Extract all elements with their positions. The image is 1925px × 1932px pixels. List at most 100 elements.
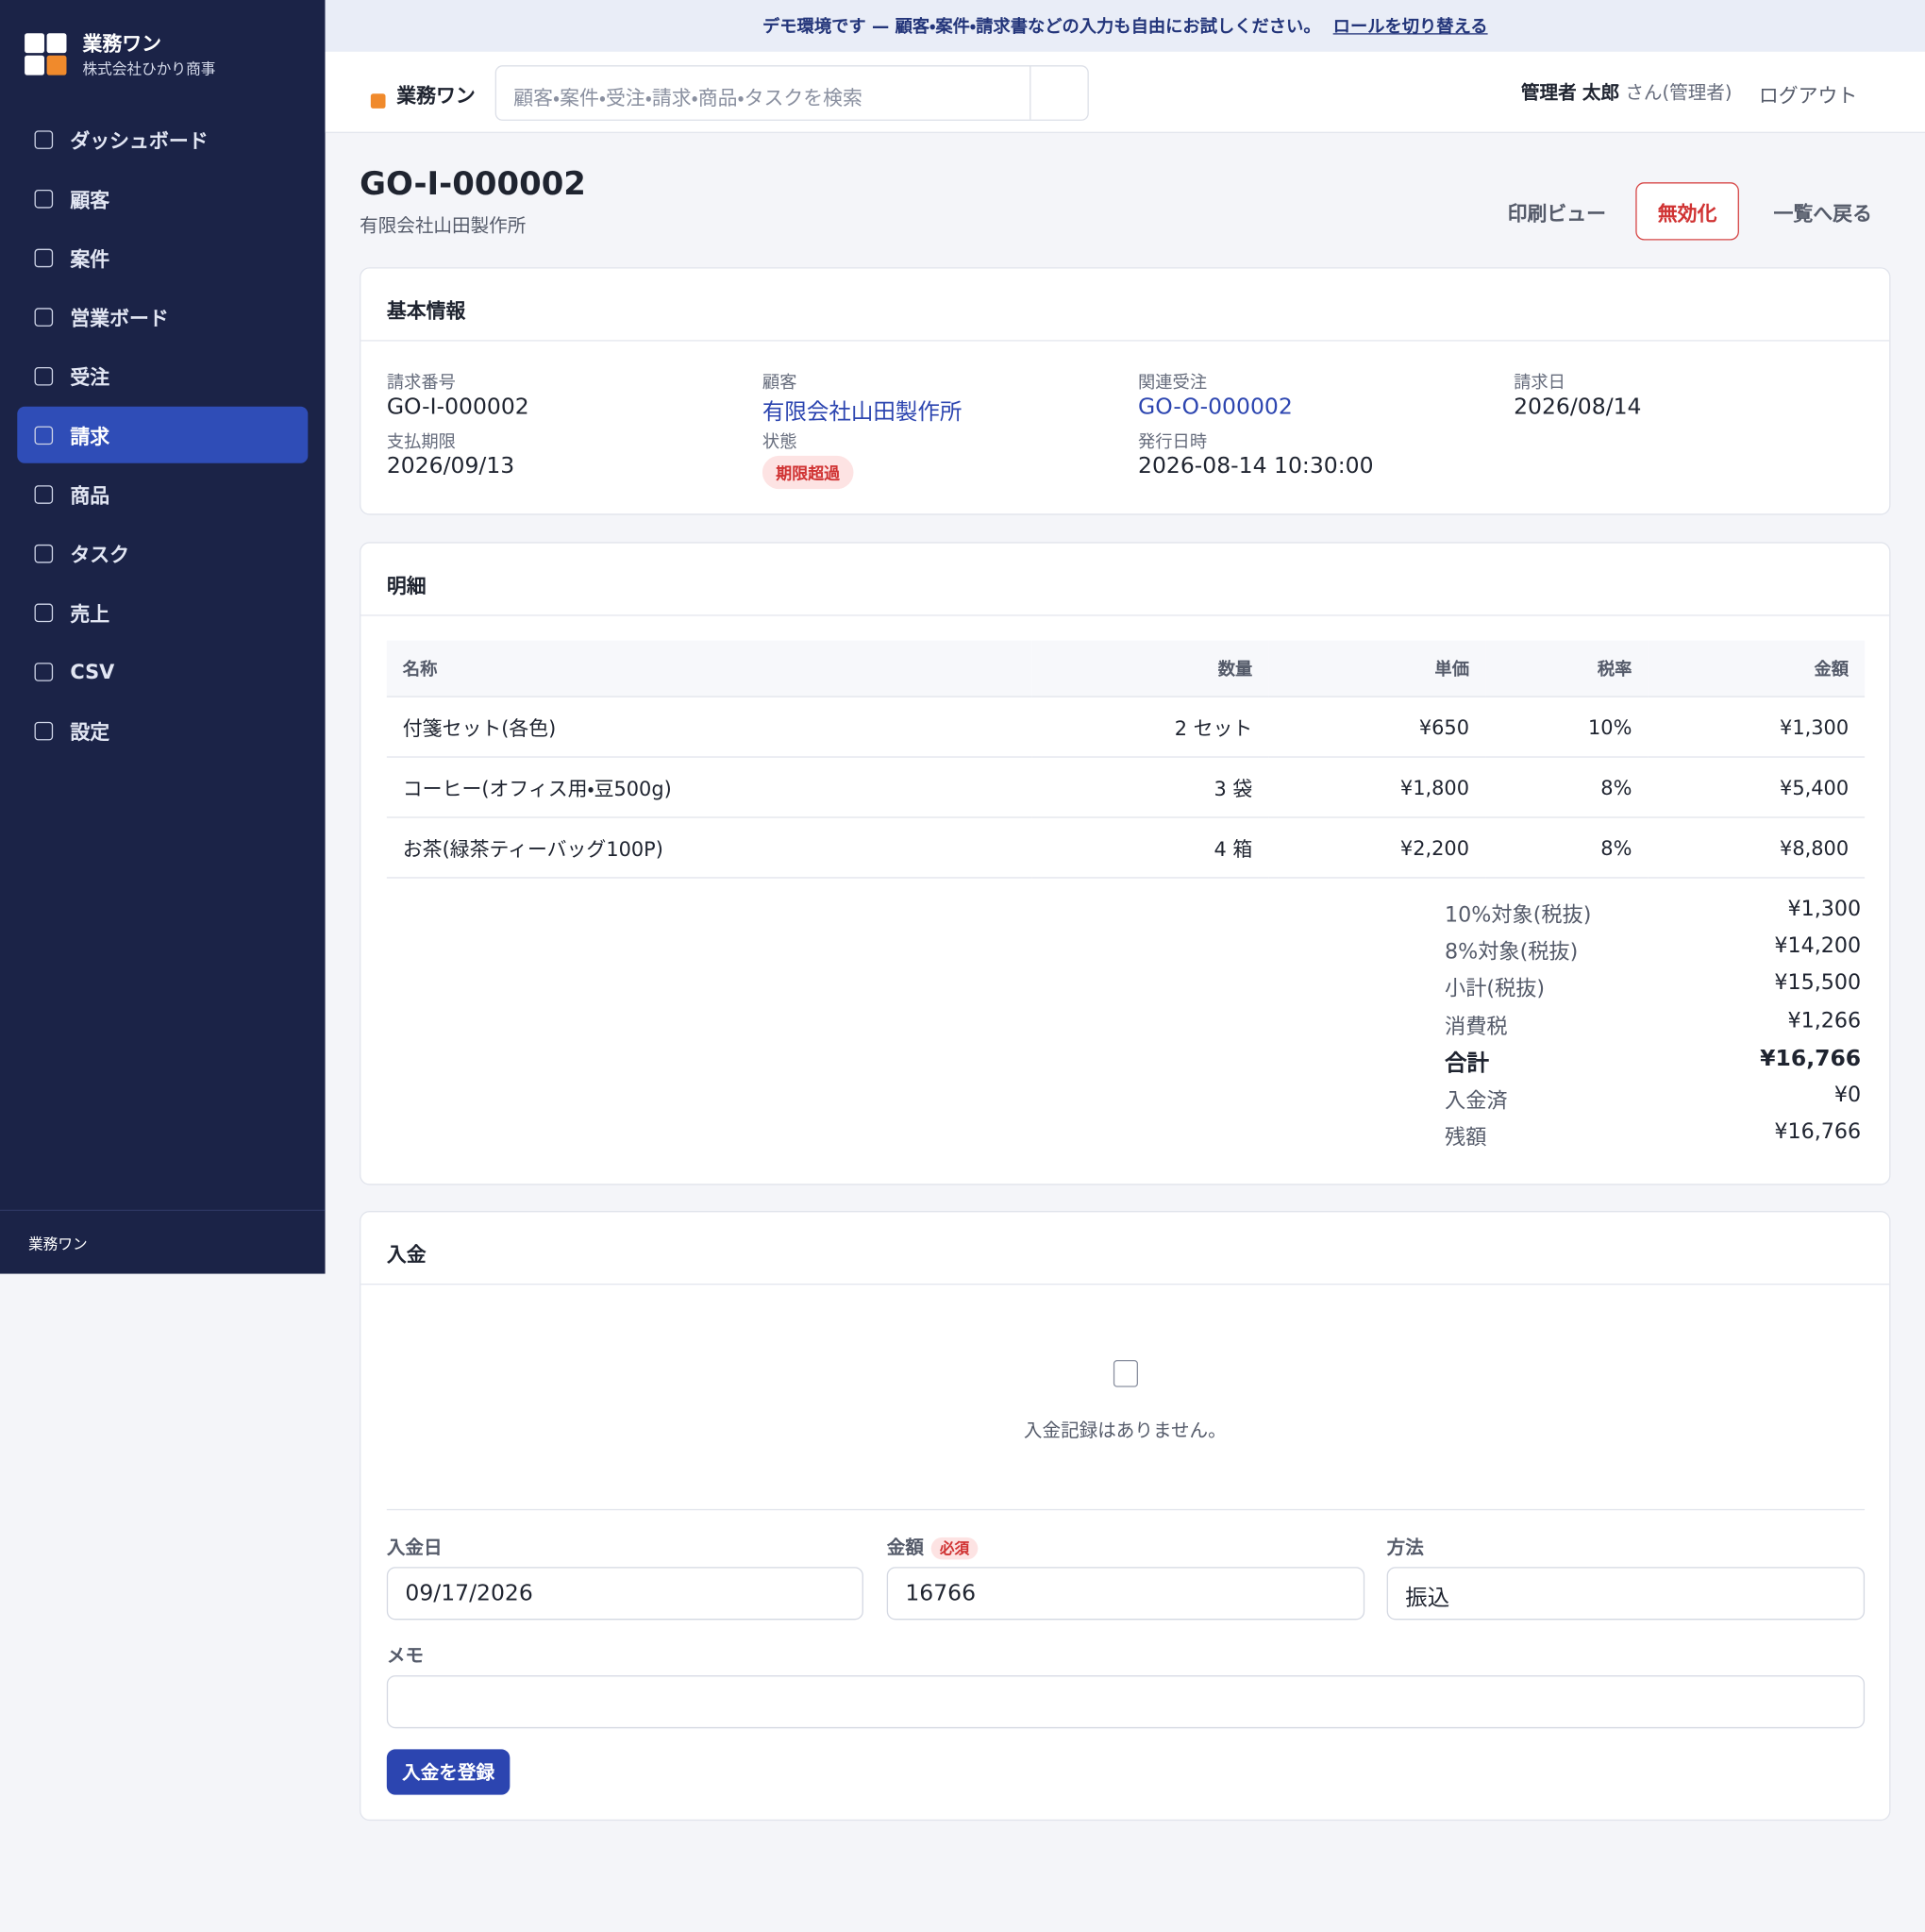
field: 発行日時 2026-08-14 10:30:00 (1138, 428, 1514, 482)
required-badge: 必須 (930, 1537, 979, 1560)
date-input[interactable]: 09/17/2026 (386, 1567, 863, 1621)
sidebar: 業務ワン 株式会社ひかり商事 ダッシュボード 顧客 案件 営業ボード 受注 請求 商品 タスク… (0, 0, 326, 1274)
summary-value: ¥15,500 (1774, 970, 1862, 997)
nav-item[interactable]: CSV (17, 643, 308, 699)
header: 業務ワン 顧客・案件・受注・請求・商品・タスクを検索 管理者 太郎 さん(管理者… (325, 51, 1925, 133)
field: 請求番号 GO-I-000002 (387, 370, 762, 424)
nav-item[interactable]: タスク (17, 525, 308, 581)
method-select[interactable]: 振込 (1386, 1567, 1866, 1621)
nav-item[interactable]: 受注 (17, 347, 308, 404)
amount-input[interactable]: 16766 (886, 1567, 1365, 1621)
cell: ¥2,200 (1268, 817, 1485, 879)
field-value: 2026/09/13 (387, 453, 762, 482)
amount-label: 金額 必須 (886, 1534, 979, 1560)
memo-label: メモ (386, 1644, 425, 1667)
search-button[interactable] (1029, 66, 1087, 120)
memo-input[interactable] (386, 1675, 1866, 1729)
nav-item[interactable]: ダッシュボード (17, 110, 308, 167)
logout[interactable]: ログアウト (1758, 83, 1858, 108)
field-text: GO-I-000002 (386, 394, 529, 421)
fields: 請求番号 GO-I-000002 顧客 有限会社山田製作所 関連受注 GO-O-00000… (360, 342, 1889, 490)
cell: ¥1,800 (1268, 757, 1485, 818)
summary-label: 残額 (1444, 1126, 1487, 1151)
payment-card: 入金 入金記録はありません。 入金日 金額 必須 方法 09/17/2026 16… (360, 1211, 1891, 1822)
field: 関連受注 GO-O-000002 (1138, 370, 1514, 424)
summary-row: 10%対象(税抜) ¥1,300 (1445, 897, 1861, 933)
page-title: GO-I-000002 (360, 166, 586, 204)
field-text: 2026/08/14 (1514, 394, 1642, 421)
summary-row: 残額 ¥16,766 (1445, 1120, 1861, 1157)
cell: ¥8,800 (1648, 817, 1866, 879)
submit-button[interactable]: 入金を登録 (386, 1749, 511, 1795)
date-label: 入金日 (386, 1536, 443, 1559)
header-brand[interactable]: 業務ワン (396, 83, 476, 108)
column-header: 数量 (1032, 640, 1269, 697)
nav-item[interactable]: 請求 (17, 406, 309, 463)
summary-label: 10%対象(税抜) (1444, 902, 1592, 928)
cell: 10% (1484, 697, 1649, 758)
search[interactable]: 顧客・案件・受注・請求・商品・タスクを検索 (494, 65, 1089, 121)
field-value: 2026/08/14 (1514, 395, 1889, 424)
demo-banner: デモ環境です — 顧客・案件・請求書などの入力も自由にお試しください。 ロールを切… (325, 0, 1925, 52)
cell: 付箋セット(各色) (386, 697, 1033, 758)
cell: 2 セット (1032, 697, 1269, 758)
field-text[interactable]: 有限会社山田製作所 (762, 398, 962, 426)
role-link[interactable]: ロールを切り替える (1332, 17, 1488, 38)
summary-value: ¥0 (1833, 1083, 1862, 1108)
field: 支払期限 2026/09/13 (387, 428, 762, 482)
back-button[interactable]: 一覧へ戻る (1773, 201, 1872, 226)
nav-item[interactable]: 売上 (17, 584, 308, 641)
column-header: 名称 (386, 640, 1033, 697)
field: 状態 期限超過 (762, 428, 1138, 490)
line-items: 名称 数量 単価 税率 金額 付箋セット(各色) 2 セット ¥650 10% ¥1,300 コーヒ… (386, 640, 1866, 879)
search-placeholder: 顧客・案件・受注・請求・商品・タスクを検索 (513, 86, 862, 110)
details-card: 明細 名称 数量 単価 税率 金額 付箋セット(各色) 2 セット ¥650 10% ¥1,300… (360, 542, 1891, 1185)
field-value: 期限超過 (762, 453, 1138, 490)
card-heading: 明細 (360, 544, 1890, 616)
nav-item[interactable]: 設定 (17, 702, 308, 759)
cell: 4 箱 (1032, 817, 1269, 879)
print-button[interactable]: 印刷ビュー (1507, 201, 1607, 226)
field: 請求日 2026/08/14 (1514, 370, 1889, 424)
summary-label: 小計(税抜) (1444, 977, 1546, 1002)
summary-value: ¥16,766 (1774, 1119, 1862, 1145)
field-value: 有限会社山田製作所 (762, 395, 1138, 426)
void-button[interactable]: 無効化 (1635, 182, 1739, 241)
field-value: GO-I-000002 (387, 395, 762, 424)
cell: 8% (1484, 817, 1649, 879)
field-label: 顧客 (762, 373, 797, 394)
status-badge: 期限超過 (762, 455, 854, 490)
field-value: GO-O-000002 (1138, 395, 1514, 424)
summary-label: 消費税 (1444, 1014, 1508, 1040)
summary-row: 8%対象(税抜) ¥14,200 (1445, 934, 1861, 971)
field-text[interactable]: GO-O-000002 (1138, 394, 1293, 421)
nav-item[interactable]: 案件 (17, 229, 308, 286)
summary: 10%対象(税抜) ¥1,300 8%対象(税抜) ¥14,200 小計(税抜) ¥15,… (1445, 897, 1861, 1157)
field-label: 関連受注 (1138, 373, 1208, 394)
field: 顧客有限会社山田製作所 (762, 370, 1138, 426)
summary-row: 入金済 ¥0 (1445, 1083, 1861, 1119)
summary-row: 合計 ¥16,766 (1445, 1046, 1861, 1083)
nav-item[interactable]: 営業ボード (17, 288, 308, 344)
field-text: 2026-08-14 10:30:00 (1138, 453, 1374, 479)
field-value: 2026-08-14 10:30:00 (1138, 453, 1514, 482)
summary-label: 合計 (1444, 1050, 1489, 1077)
header-row: 名称 数量 単価 税率 金額 (386, 640, 1866, 697)
summary-value: ¥1,266 (1787, 1008, 1862, 1033)
logo (25, 33, 67, 76)
company: 株式会社ひかり商事 (82, 59, 216, 78)
column-header: 単価 (1268, 640, 1485, 697)
amount-label-text: 金額 (886, 1536, 924, 1559)
cell: ¥650 (1268, 697, 1485, 758)
summary-value: ¥16,766 (1760, 1045, 1862, 1072)
nav-item[interactable]: 顧客 (17, 170, 308, 227)
summary-value: ¥14,200 (1774, 933, 1862, 959)
field-label: 請求番号 (386, 373, 456, 394)
nav-item[interactable]: 商品 (17, 465, 308, 522)
empty-text: 入金記録はありません。 (1023, 1419, 1227, 1442)
method-label: 方法 (1386, 1536, 1424, 1559)
banner-text: デモ環境です — 顧客・案件・請求書などの入力も自由にお試しください。 (762, 17, 1321, 38)
cell: ¥1,300 (1648, 697, 1866, 758)
